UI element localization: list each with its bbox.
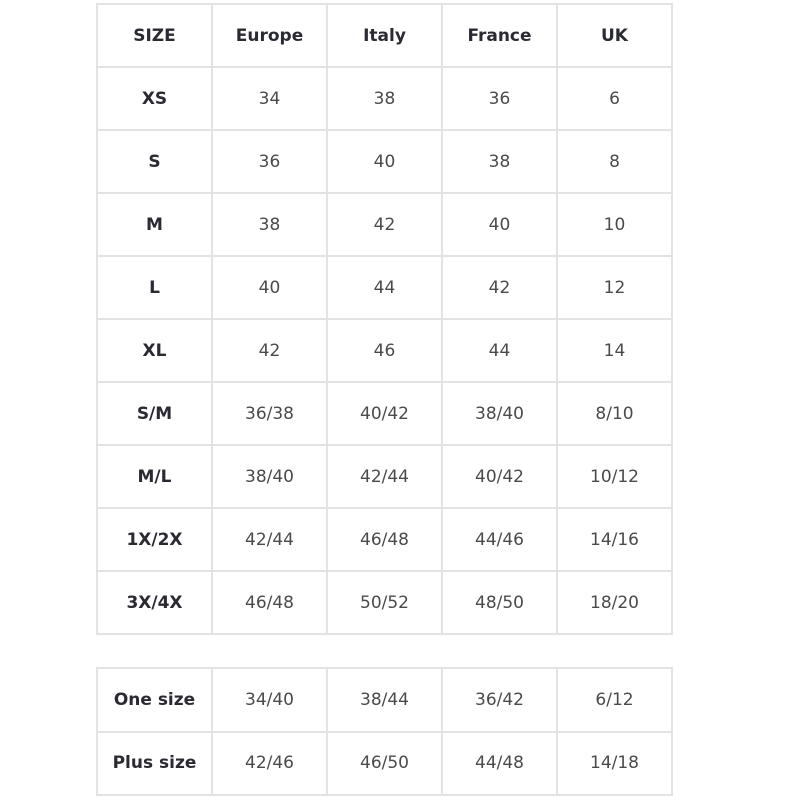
- table-cell: 18/20: [556, 570, 673, 635]
- table-cell: 14: [556, 318, 673, 383]
- table-cell: 48/50: [441, 570, 558, 635]
- table-cell: 38/44: [326, 667, 443, 733]
- table-cell: 42: [326, 192, 443, 257]
- table-row: L 40 44 42 12: [96, 255, 673, 320]
- table-row: XL 42 46 44 14: [96, 318, 673, 383]
- size-label: XL: [96, 318, 213, 383]
- table-cell: 10/12: [556, 444, 673, 509]
- table-cell: 40: [326, 129, 443, 194]
- size-label: XS: [96, 66, 213, 131]
- table-cell: 38: [441, 129, 558, 194]
- size-chart-table: SIZE Europe Italy France UK XS 34 38 36 6 S 36 40 38 8…: [96, 3, 673, 635]
- table-cell: 34/40: [211, 667, 328, 733]
- table-row: 1X/2X 42/44 46/48 44/46 14/16: [96, 507, 673, 572]
- size-label: 1X/2X: [96, 507, 213, 572]
- column-header: France: [441, 3, 558, 68]
- column-header: UK: [556, 3, 673, 68]
- table-cell: 36/42: [441, 667, 558, 733]
- table-cell: 42/44: [326, 444, 443, 509]
- column-header: SIZE: [96, 3, 213, 68]
- table-cell: 42: [441, 255, 558, 320]
- table-cell: 40/42: [441, 444, 558, 509]
- one-plus-size-table: One size 34/40 38/44 36/42 6/12 Plus size 42/4…: [96, 667, 673, 796]
- header-row: SIZE Europe Italy France UK: [96, 3, 673, 68]
- table-cell: 46/48: [211, 570, 328, 635]
- table-cell: 40: [211, 255, 328, 320]
- size-label: S/M: [96, 381, 213, 446]
- size-label: S: [96, 129, 213, 194]
- column-header: Europe: [211, 3, 328, 68]
- table-cell: 40: [441, 192, 558, 257]
- table-row: Plus size 42/46 46/50 44/48 14/18: [96, 730, 673, 796]
- size-label: M: [96, 192, 213, 257]
- table-cell: 46/48: [326, 507, 443, 572]
- size-label: One size: [96, 667, 213, 733]
- table-cell: 12: [556, 255, 673, 320]
- size-label: M/L: [96, 444, 213, 509]
- table-cell: 8/10: [556, 381, 673, 446]
- table-row: One size 34/40 38/44 36/42 6/12: [96, 667, 673, 733]
- table-cell: 46/50: [326, 730, 443, 796]
- table-cell: 38: [326, 66, 443, 131]
- table-cell: 6: [556, 66, 673, 131]
- table-row: S 36 40 38 8: [96, 129, 673, 194]
- column-header: Italy: [326, 3, 443, 68]
- table-cell: 36: [211, 129, 328, 194]
- table-cell: 42/44: [211, 507, 328, 572]
- table-cell: 44/48: [441, 730, 558, 796]
- table-cell: 50/52: [326, 570, 443, 635]
- table-cell: 44/46: [441, 507, 558, 572]
- table-cell: 14/18: [556, 730, 673, 796]
- table-cell: 6/12: [556, 667, 673, 733]
- table-cell: 38/40: [441, 381, 558, 446]
- table-cell: 38/40: [211, 444, 328, 509]
- table-cell: 36/38: [211, 381, 328, 446]
- table-cell: 42: [211, 318, 328, 383]
- size-label: L: [96, 255, 213, 320]
- table-row: M 38 42 40 10: [96, 192, 673, 257]
- size-label: Plus size: [96, 730, 213, 796]
- table-row: S/M 36/38 40/42 38/40 8/10: [96, 381, 673, 446]
- table-cell: 44: [441, 318, 558, 383]
- table-cell: 14/16: [556, 507, 673, 572]
- table-cell: 40/42: [326, 381, 443, 446]
- table-row: 3X/4X 46/48 50/52 48/50 18/20: [96, 570, 673, 635]
- table-cell: 44: [326, 255, 443, 320]
- table-cell: 8: [556, 129, 673, 194]
- table-row: XS 34 38 36 6: [96, 66, 673, 131]
- table-cell: 36: [441, 66, 558, 131]
- table-cell: 10: [556, 192, 673, 257]
- table-cell: 42/46: [211, 730, 328, 796]
- table-cell: 46: [326, 318, 443, 383]
- table-cell: 34: [211, 66, 328, 131]
- size-label: 3X/4X: [96, 570, 213, 635]
- table-cell: 38: [211, 192, 328, 257]
- table-row: M/L 38/40 42/44 40/42 10/12: [96, 444, 673, 509]
